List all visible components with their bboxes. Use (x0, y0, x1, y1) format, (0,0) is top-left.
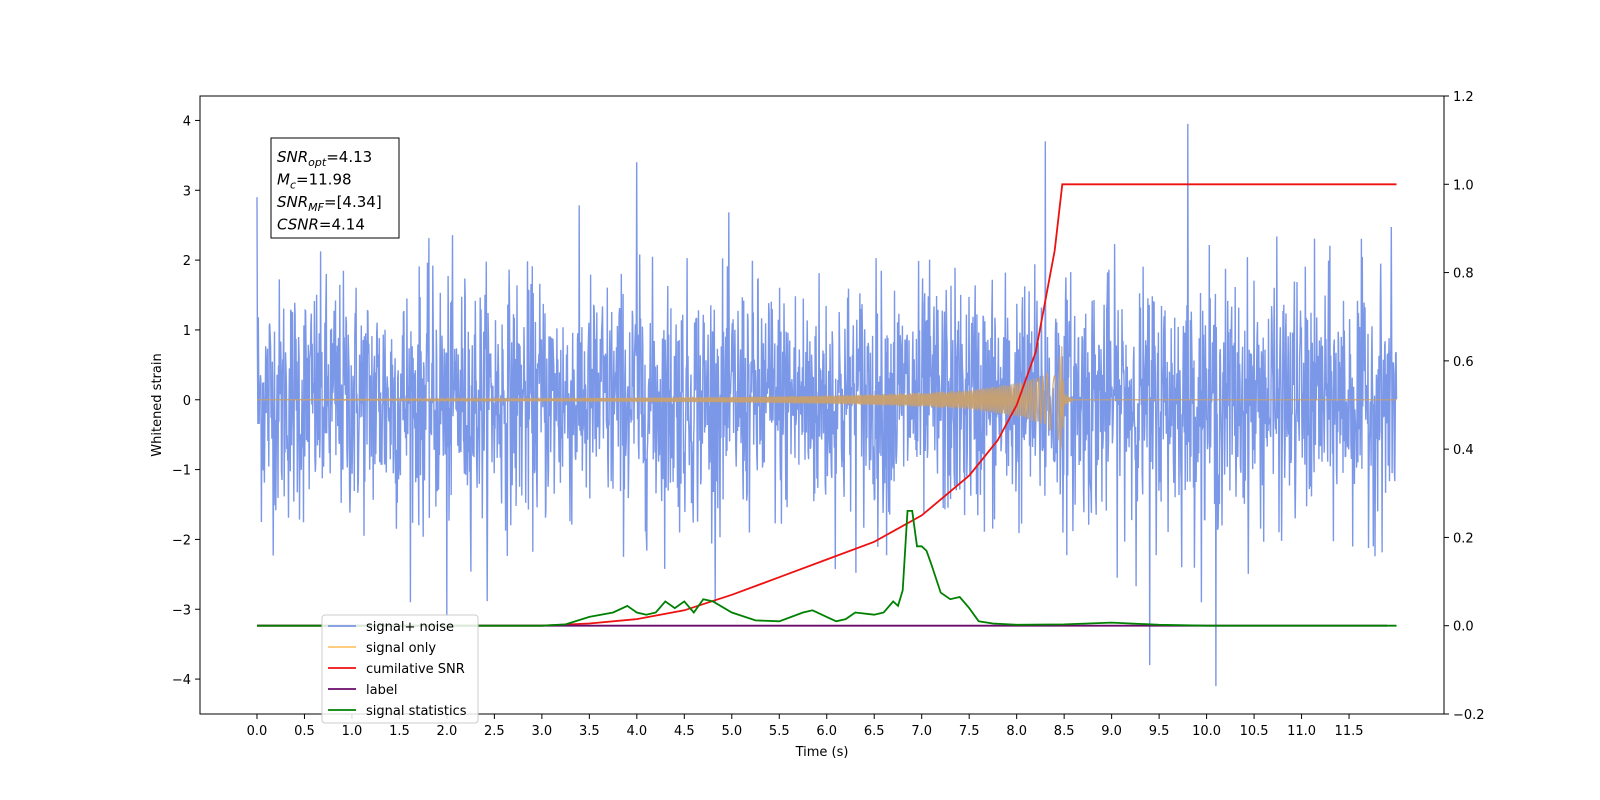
legend-label: label (366, 683, 397, 698)
legend-label: cumilative SNR (366, 662, 465, 677)
y-axis-label: Whitened strain (150, 353, 165, 456)
x-tick-label: 1.0 (342, 724, 363, 739)
y2-tick-label: 1.0 (1453, 178, 1474, 193)
y2-tick-label: 0.6 (1453, 355, 1474, 370)
x-axis-label: Time (s) (795, 745, 849, 760)
x-tick-label: 11.0 (1287, 724, 1316, 739)
annotation-value: =4.14 (319, 216, 365, 234)
y-tick-label: 0 (183, 394, 191, 409)
annotation-subscript: c (290, 179, 296, 192)
annotation-symbol: SNR (277, 193, 308, 211)
y2-tick-label: 0.2 (1453, 531, 1474, 546)
x-tick-label: 7.0 (911, 724, 932, 739)
legend-frame (321, 614, 479, 724)
series-cumulative-snr-line (257, 183, 1397, 627)
legend: signal+ noise signal only cumilative SNR la… (321, 614, 479, 724)
x-tick-label: 6.5 (864, 724, 885, 739)
x-tick-label: 4.0 (626, 724, 647, 739)
x-tick-label: 5.0 (721, 724, 742, 739)
series-signal-noise-line (256, 123, 1398, 687)
x-tick-label: 10.0 (1192, 724, 1221, 739)
annotation-line: CSNR=4.14 (277, 216, 365, 234)
x-tick-label: 7.5 (959, 724, 980, 739)
x-tick-label: 1.5 (389, 724, 410, 739)
y-axis-right: 1.2 1.0 0.8 0.6 0.4 0.2 0.0 −0.2 (1444, 90, 1485, 723)
x-tick-label: 10.5 (1240, 724, 1269, 739)
annotation-subscript: MF (308, 201, 324, 214)
y-tick-label: 3 (183, 184, 191, 199)
x-tick-label: 3.0 (532, 724, 553, 739)
x-tick-label: 2.5 (484, 724, 505, 739)
legend-label: signal+ noise (366, 620, 454, 635)
annotation-value: =11.98 (296, 171, 352, 189)
x-tick-label: 0.0 (247, 724, 268, 739)
annotation-symbol: M (277, 171, 290, 189)
y-axis-left: 4 3 2 1 0 −1 −2 −3 −4 (172, 114, 200, 688)
annotation-symbol: CSNR (277, 216, 319, 234)
annotation-line: SNRopt=4.13 (277, 148, 372, 169)
legend-label: signal only (366, 641, 436, 656)
x-tick-label: 5.5 (769, 724, 790, 739)
x-tick-label: 6.0 (816, 724, 837, 739)
x-axis: 0.0 0.5 1.0 1.5 2.0 2.5 3.0 3.5 4.0 4.5 5.0 5.5 6.0 6… (247, 714, 1364, 739)
plot-frame (199, 95, 1445, 715)
series-signal-statistics-line (257, 510, 1397, 627)
y-tick-label: 4 (183, 114, 191, 129)
series-signal-only-line (257, 346, 1397, 450)
y2-tick-label: 0.4 (1453, 443, 1474, 458)
y-tick-label: −3 (172, 603, 191, 618)
y-tick-label: −1 (172, 464, 191, 479)
annotation-symbol: SNR (277, 148, 308, 166)
annotation-value: =[4.34] (324, 193, 382, 211)
x-tick-label: 11.5 (1335, 724, 1364, 739)
y-tick-label: 1 (183, 324, 191, 339)
x-tick-label: 9.0 (1101, 724, 1122, 739)
annotation-subscript: opt (308, 156, 327, 169)
annotation-line: Mc=11.98 (277, 171, 352, 192)
y-tick-label: 2 (183, 254, 191, 269)
x-tick-label: 2.0 (437, 724, 458, 739)
y2-tick-label: −0.2 (1453, 708, 1485, 723)
x-tick-label: 4.5 (674, 724, 695, 739)
x-tick-label: 9.5 (1149, 724, 1170, 739)
y2-tick-label: 1.2 (1453, 90, 1474, 105)
annotation-value: =4.13 (326, 148, 372, 166)
x-tick-label: 8.0 (1006, 724, 1027, 739)
annotation-frame (270, 137, 400, 239)
annotation-line: SNRMF=[4.34] (277, 193, 382, 214)
x-tick-label: 3.5 (579, 724, 600, 739)
y-tick-label: −4 (172, 673, 191, 688)
y2-tick-label: 0.0 (1453, 620, 1474, 635)
legend-label: signal statistics (366, 704, 467, 719)
y-tick-label: −2 (172, 533, 191, 548)
x-tick-label: 0.5 (294, 724, 315, 739)
x-tick-label: 8.5 (1054, 724, 1075, 739)
y2-tick-label: 0.8 (1453, 267, 1474, 282)
